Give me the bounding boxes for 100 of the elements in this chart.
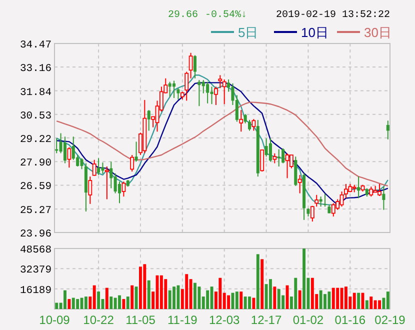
candlestick	[97, 158, 100, 176]
candlestick	[147, 110, 150, 132]
candlestick	[184, 71, 189, 102]
text: 2019-02-19 13:52:22	[276, 10, 390, 21]
candlestick	[319, 196, 322, 208]
y-tick-label: 16189	[20, 284, 52, 297]
candlestick	[248, 119, 252, 132]
candlestick	[55, 138, 58, 154]
candlestick	[188, 52, 193, 79]
bar	[64, 290, 66, 309]
bar	[273, 286, 276, 309]
bar	[185, 274, 188, 309]
bar	[143, 264, 146, 309]
candlestick	[92, 159, 96, 176]
bar	[92, 285, 96, 309]
bar	[130, 285, 134, 309]
y-tick-label: 23.96	[20, 228, 52, 240]
candlestick	[298, 174, 302, 194]
bar	[336, 288, 340, 309]
candlestick	[264, 138, 268, 158]
text: -0.54%↓	[205, 10, 248, 21]
bar	[344, 286, 348, 309]
legend-label: 30日	[364, 25, 392, 40]
y-tick-label: 29.22	[20, 134, 52, 146]
candlestick	[282, 148, 285, 164]
bar	[147, 280, 150, 309]
bar	[235, 292, 238, 309]
candlestick	[104, 166, 109, 200]
candlestick	[252, 118, 256, 132]
candlestick	[218, 74, 222, 89]
candlestick	[168, 81, 172, 98]
bar	[84, 296, 88, 309]
bar	[319, 290, 322, 309]
bar	[240, 292, 243, 309]
candlestick	[378, 183, 382, 196]
bar	[227, 295, 230, 309]
bar	[252, 298, 256, 309]
bar	[294, 278, 298, 309]
y-tick-label: 34.47	[20, 40, 52, 52]
x-tick-label: 01-16	[334, 313, 366, 327]
legend-label: 5日	[238, 25, 258, 40]
y-tick-label: 32379	[20, 264, 52, 277]
x-tick-label: 11-19	[168, 313, 198, 327]
bar	[72, 298, 75, 309]
candlestick	[357, 176, 360, 199]
bar	[374, 300, 377, 309]
candlestick	[122, 181, 126, 198]
candlestick	[331, 202, 336, 217]
bar	[198, 286, 201, 309]
bar	[160, 275, 163, 309]
bar	[370, 296, 373, 309]
candlestick	[285, 152, 290, 179]
candlestick	[198, 80, 201, 107]
bar	[105, 288, 108, 309]
bar	[110, 296, 113, 309]
y-tick-label: 31.84	[20, 86, 52, 99]
bar	[298, 290, 302, 309]
candlestick	[268, 138, 272, 162]
candlestick	[176, 88, 180, 100]
candlestick	[134, 141, 138, 162]
x-tick-label: 12-17	[250, 313, 282, 327]
candlestick	[193, 54, 196, 79]
x-tick-label: 12-03	[208, 313, 240, 327]
candlestick	[110, 161, 113, 189]
bar	[357, 292, 360, 309]
candlestick	[323, 193, 327, 208]
candlestick	[114, 172, 117, 194]
bar	[386, 292, 390, 309]
bar	[122, 299, 126, 309]
x-tick-label: 01-02	[292, 313, 324, 327]
bar	[260, 259, 264, 309]
candlestick	[63, 136, 66, 164]
bar	[324, 294, 326, 309]
candlestick	[272, 152, 277, 164]
x-tick-label: 10-22	[83, 313, 114, 327]
bar	[328, 292, 331, 309]
candlestick	[210, 86, 214, 105]
bar	[55, 302, 58, 309]
bar	[206, 290, 210, 309]
bar	[126, 296, 130, 309]
candlestick	[101, 162, 104, 174]
bar	[134, 286, 138, 309]
y-tick-label: 33.16	[20, 63, 52, 76]
bar	[172, 286, 176, 309]
y-tick-label: 27.90	[20, 158, 52, 170]
bar	[164, 279, 168, 309]
bar	[277, 289, 280, 309]
bar	[218, 278, 222, 309]
candlestick	[172, 80, 176, 98]
bar	[76, 299, 80, 309]
bar	[302, 248, 306, 309]
x-tick-label: 11-05	[126, 313, 156, 327]
candlestick	[88, 176, 92, 204]
bar	[332, 288, 335, 309]
bar	[365, 300, 368, 309]
candlestick	[277, 148, 280, 168]
bar	[118, 295, 121, 309]
bar	[256, 254, 260, 309]
bar	[269, 279, 272, 309]
candlestick	[382, 186, 386, 210]
